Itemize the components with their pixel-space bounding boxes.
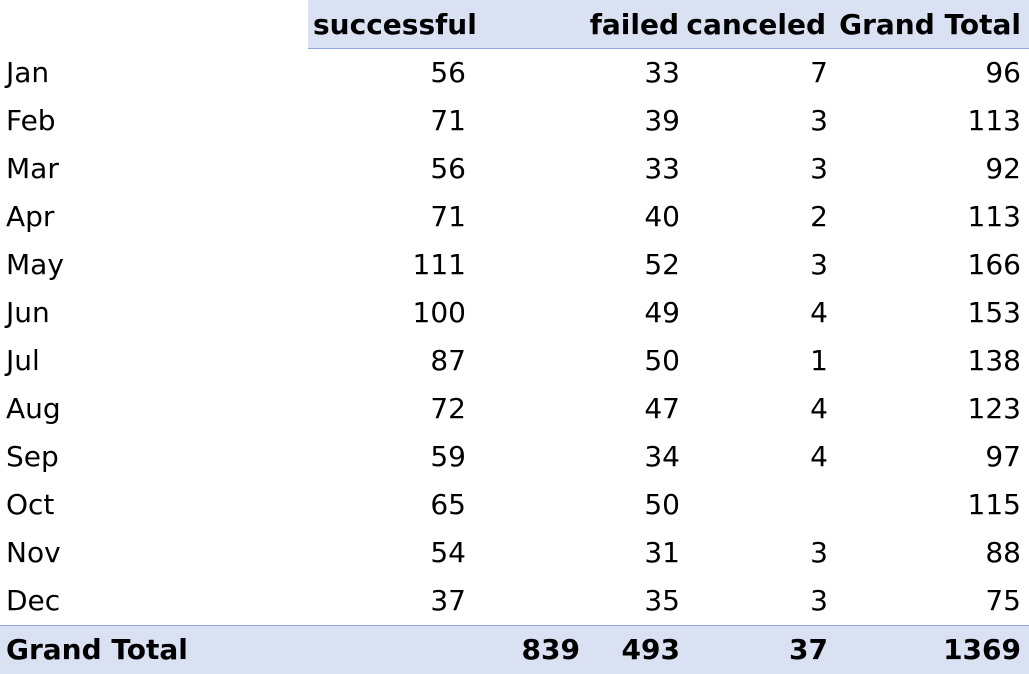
canceled-value[interactable]: 2 <box>810 200 828 233</box>
table-row: Mar 56 33 3 92 <box>0 145 1029 193</box>
row-label[interactable]: Oct <box>6 488 55 521</box>
row-label[interactable]: Jan <box>6 56 50 89</box>
grand-total-row: Grand Total 839 493 37 1369 <box>0 625 1029 674</box>
table-row: Nov 54 31 3 88 <box>0 529 1029 577</box>
total-value[interactable]: 97 <box>985 440 1021 473</box>
canceled-value[interactable]: 4 <box>810 440 828 473</box>
failed-value[interactable]: 40 <box>644 200 680 233</box>
total-value[interactable]: 123 <box>967 392 1021 425</box>
successful-value[interactable]: 71 <box>430 104 466 137</box>
canceled-value[interactable]: 3 <box>810 152 828 185</box>
total-value[interactable]: 153 <box>967 296 1021 329</box>
successful-value[interactable]: 56 <box>430 152 466 185</box>
grand-total-canceled[interactable]: 37 <box>789 633 828 666</box>
row-label[interactable]: Sep <box>6 440 59 473</box>
canceled-value[interactable]: 3 <box>810 248 828 281</box>
row-label[interactable]: Nov <box>6 536 61 569</box>
failed-value[interactable]: 47 <box>644 392 680 425</box>
grand-total-label[interactable]: Grand Total <box>6 633 188 666</box>
successful-value[interactable]: 59 <box>430 440 466 473</box>
canceled-value[interactable]: 4 <box>810 392 828 425</box>
failed-value[interactable]: 33 <box>644 56 680 89</box>
successful-value[interactable]: 37 <box>430 584 466 617</box>
row-label[interactable]: Feb <box>6 104 56 137</box>
header-failed[interactable]: failed <box>589 8 679 41</box>
total-value[interactable]: 92 <box>985 152 1021 185</box>
failed-value[interactable]: 35 <box>644 584 680 617</box>
total-value[interactable]: 88 <box>985 536 1021 569</box>
header-row: successful failed canceled Grand Total <box>0 0 1029 49</box>
table-row: Aug 72 47 4 123 <box>0 385 1029 433</box>
failed-value[interactable]: 52 <box>644 248 680 281</box>
canceled-value[interactable]: 3 <box>810 104 828 137</box>
successful-value[interactable]: 111 <box>412 248 466 281</box>
table-row: Oct 65 50 115 <box>0 481 1029 529</box>
row-label[interactable]: Jul <box>6 344 40 377</box>
header-canceled[interactable]: canceled <box>686 8 826 41</box>
row-label[interactable]: Aug <box>6 392 61 425</box>
successful-value[interactable]: 71 <box>430 200 466 233</box>
canceled-value[interactable]: 3 <box>810 536 828 569</box>
table-row: Jan 56 33 7 96 <box>0 49 1029 97</box>
table-row: Apr 71 40 2 113 <box>0 193 1029 241</box>
failed-value[interactable]: 50 <box>644 488 680 521</box>
grand-total-total[interactable]: 1369 <box>943 633 1021 666</box>
successful-value[interactable]: 65 <box>430 488 466 521</box>
pivot-table: successful failed canceled Grand Total J… <box>0 0 1029 625</box>
total-value[interactable]: 96 <box>985 56 1021 89</box>
grand-total-successful[interactable]: 839 <box>521 633 580 666</box>
failed-value[interactable]: 49 <box>644 296 680 329</box>
table-row: Sep 59 34 4 97 <box>0 433 1029 481</box>
successful-value[interactable]: 56 <box>430 56 466 89</box>
total-value[interactable]: 115 <box>967 488 1021 521</box>
canceled-value[interactable]: 4 <box>810 296 828 329</box>
failed-value[interactable]: 34 <box>644 440 680 473</box>
table-row: Feb 71 39 3 113 <box>0 97 1029 145</box>
failed-value[interactable]: 50 <box>644 344 680 377</box>
failed-value[interactable]: 31 <box>644 536 680 569</box>
total-value[interactable]: 113 <box>967 104 1021 137</box>
total-value[interactable]: 113 <box>967 200 1021 233</box>
total-value[interactable]: 75 <box>985 584 1021 617</box>
successful-value[interactable]: 54 <box>430 536 466 569</box>
header-grand-total[interactable]: Grand Total <box>839 8 1021 41</box>
table-row: Jun 100 49 4 153 <box>0 289 1029 337</box>
table-row: Dec 37 35 3 75 <box>0 577 1029 625</box>
row-label[interactable]: Apr <box>6 200 55 233</box>
grand-total-failed[interactable]: 493 <box>621 633 680 666</box>
failed-value[interactable]: 39 <box>644 104 680 137</box>
total-value[interactable]: 138 <box>967 344 1021 377</box>
row-label[interactable]: Mar <box>6 152 59 185</box>
successful-value[interactable]: 72 <box>430 392 466 425</box>
canceled-value[interactable]: 3 <box>810 584 828 617</box>
successful-value[interactable]: 87 <box>430 344 466 377</box>
row-label[interactable]: Dec <box>6 584 61 617</box>
row-label[interactable]: Jun <box>6 296 50 329</box>
header-successful[interactable]: successful <box>313 8 477 41</box>
table-row: Jul 87 50 1 138 <box>0 337 1029 385</box>
table-row: May 111 52 3 166 <box>0 241 1029 289</box>
canceled-value[interactable]: 1 <box>810 344 828 377</box>
successful-value[interactable]: 100 <box>412 296 466 329</box>
row-label[interactable]: May <box>6 248 64 281</box>
header-background <box>308 0 1029 49</box>
failed-value[interactable]: 33 <box>644 152 680 185</box>
canceled-value[interactable]: 7 <box>810 56 828 89</box>
total-value[interactable]: 166 <box>967 248 1021 281</box>
